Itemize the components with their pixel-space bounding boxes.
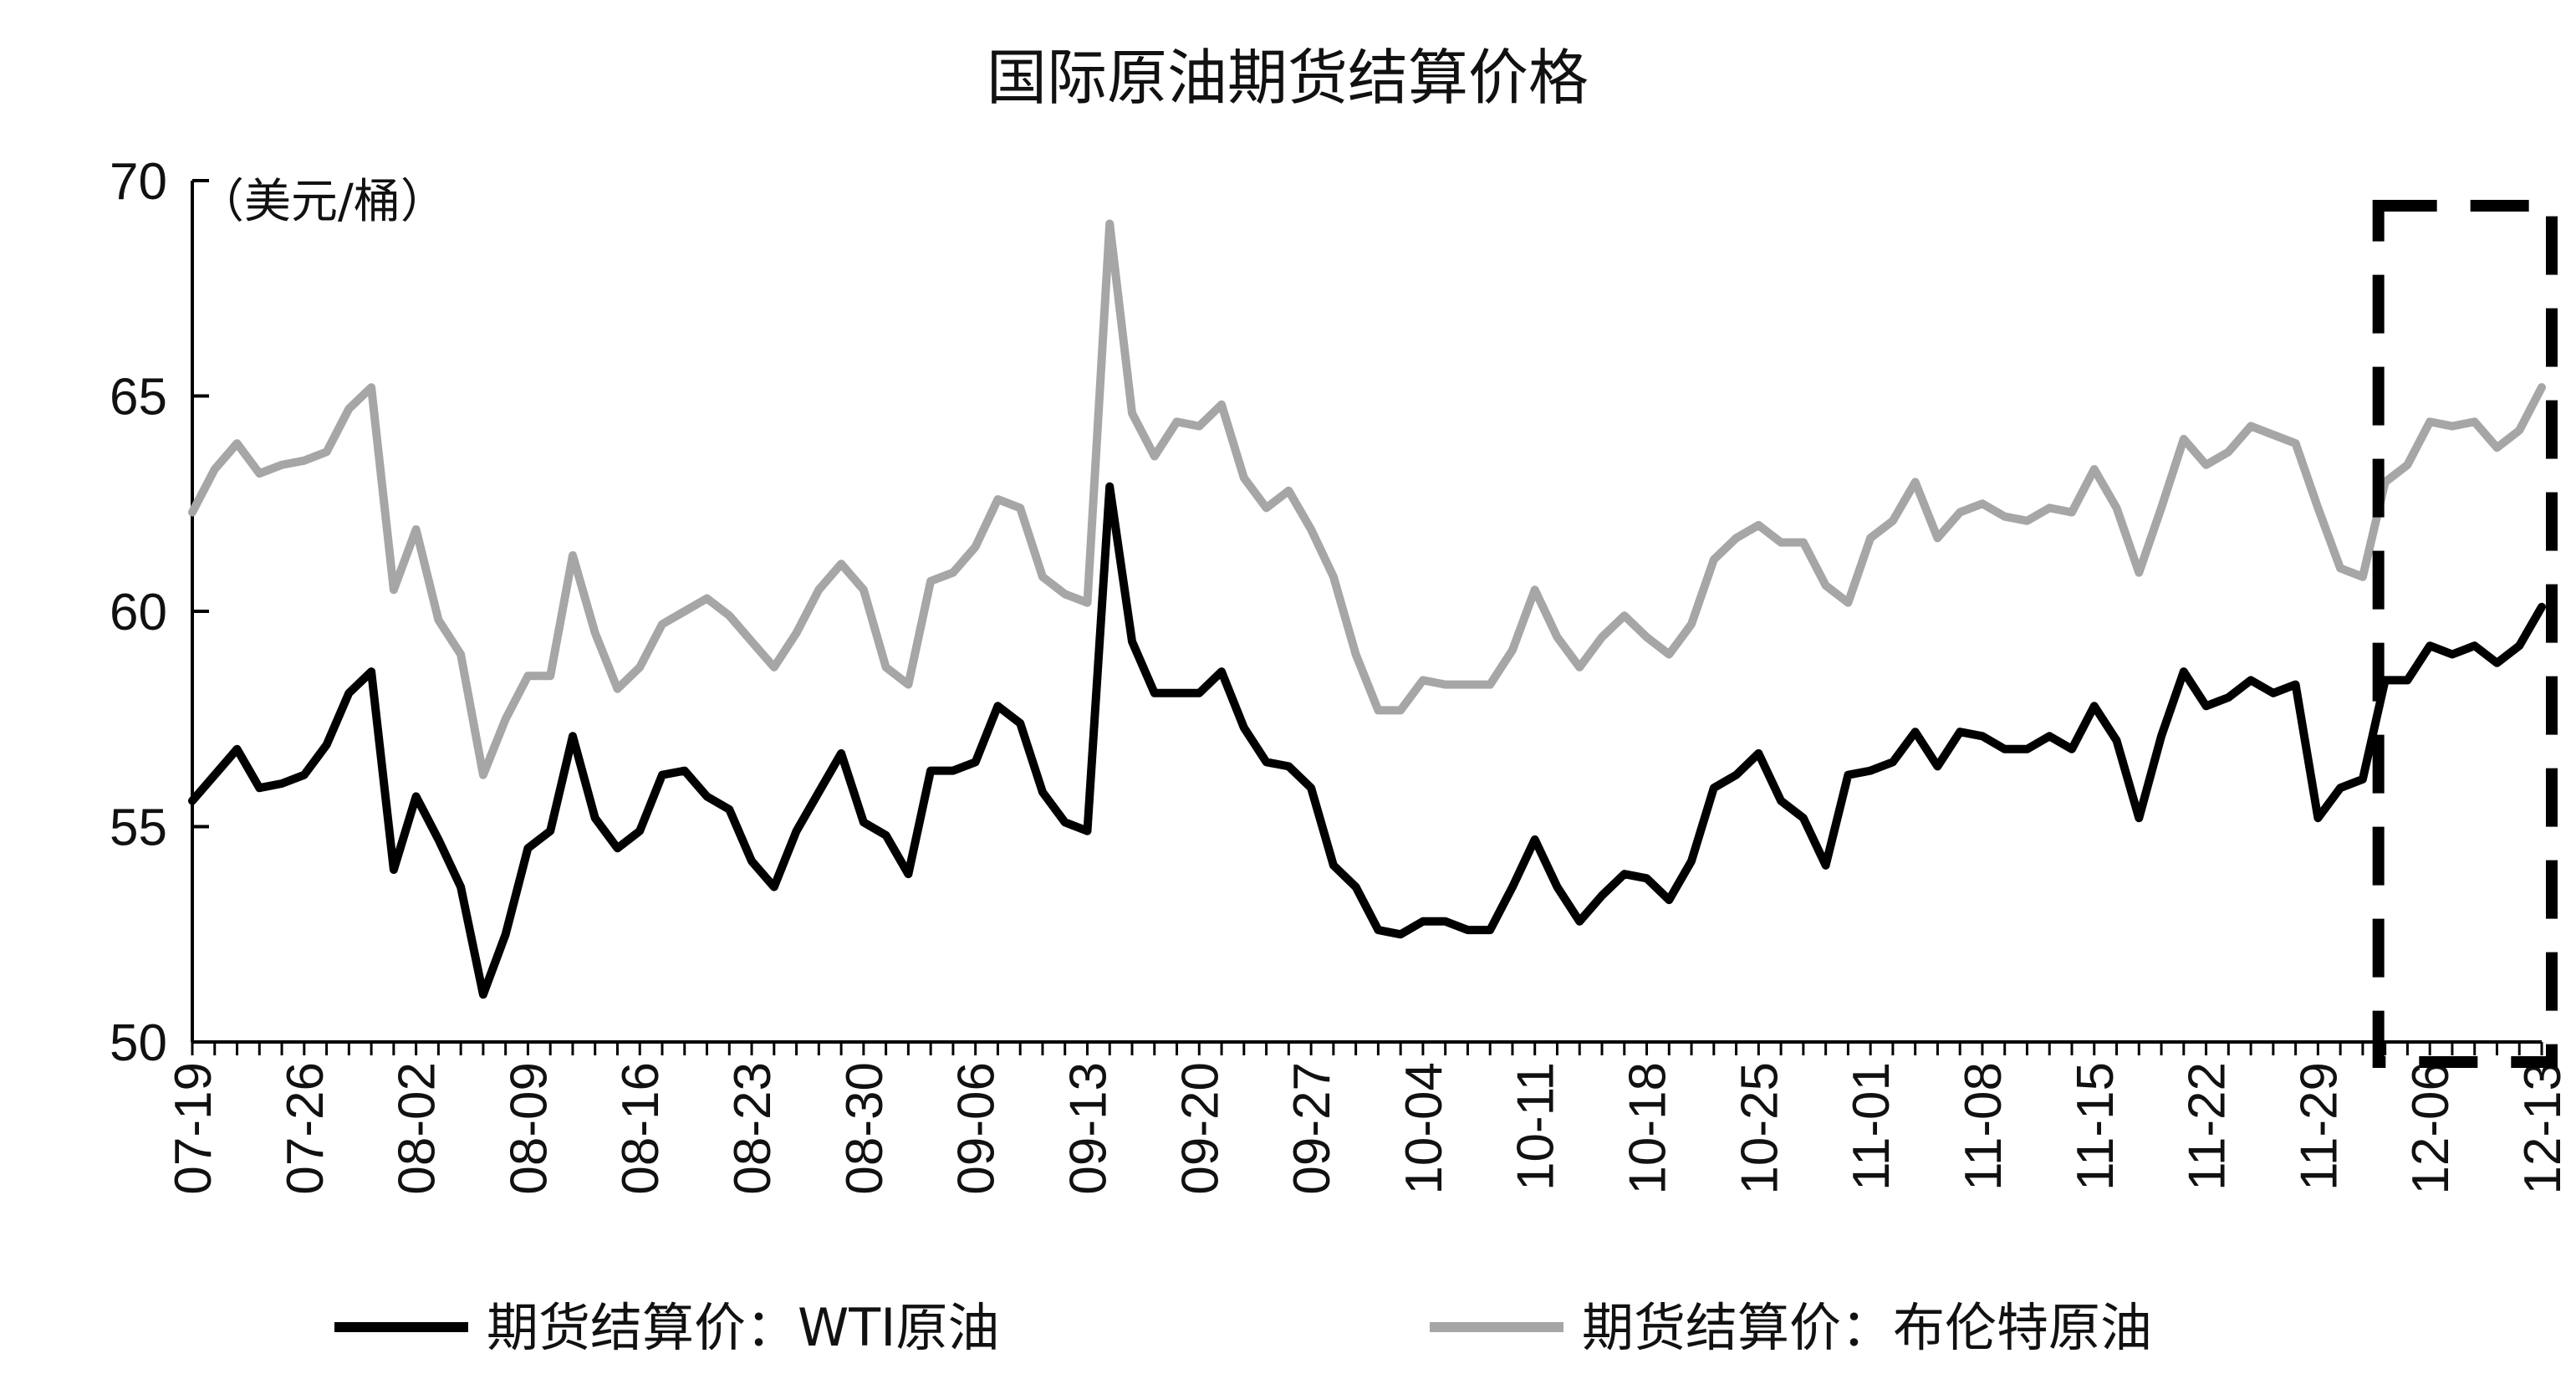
legend-item-brent: 期货结算价：布伦特原油: [1430, 1297, 2152, 1358]
x-tick-label: 11-01: [1843, 1062, 1900, 1191]
chart-title: 国际原油期货结算价格: [987, 43, 1589, 113]
series-line-wti: [188, 482, 2546, 999]
highlight-rect: [2372, 200, 2558, 1068]
legend-label: 期货结算价：WTI原油: [487, 1297, 999, 1358]
x-tick-label: 08-30: [836, 1062, 894, 1195]
x-tick-label: 11-15: [2067, 1062, 2125, 1191]
x-tick-label: 11-29: [2290, 1062, 2348, 1191]
y-tick-label: 55: [110, 799, 167, 857]
axes: 50 55 60 65 70 07-19 07-26 08-02 08-09 08-16 08-23…: [110, 153, 2572, 1195]
unit-label: （美元/桶）: [197, 175, 447, 229]
legend-item-wti: 期货结算价：WTI原油: [334, 1297, 999, 1358]
x-tick-label: 09-27: [1283, 1062, 1341, 1195]
x-tick-label: 08-09: [500, 1062, 558, 1195]
y-tick-label: 50: [110, 1014, 167, 1072]
y-tick-label: 70: [110, 153, 167, 211]
x-tick-label: 10-18: [1620, 1062, 1677, 1195]
x-tick-label: 12-13: [2514, 1062, 2572, 1195]
y-tick-label: 65: [110, 369, 167, 426]
y-tick-label: 60: [110, 584, 167, 641]
series-layer: [188, 219, 2546, 999]
legend: 期货结算价：WTI原油 期货结算价：布伦特原油: [334, 1297, 2152, 1358]
highlight-box: [2372, 200, 2558, 1068]
x-tick-label: 10-11: [1507, 1062, 1565, 1191]
x-tick-label: 10-25: [1731, 1062, 1788, 1195]
x-tick-label: 09-20: [1171, 1062, 1229, 1195]
x-tick-label: 09-06: [948, 1062, 1006, 1195]
legend-label: 期货结算价：布伦特原油: [1582, 1297, 2152, 1358]
x-tick-label: 07-26: [277, 1062, 334, 1195]
x-tick-label: 11-22: [2179, 1062, 2237, 1191]
series-line-brent: [188, 219, 2546, 779]
x-tick-label: 08-23: [724, 1062, 782, 1195]
x-tick-label: 12-06: [2402, 1062, 2460, 1195]
x-tick-label: 08-16: [612, 1062, 670, 1195]
x-tick-label: 07-19: [165, 1062, 222, 1195]
x-tick-label: 09-13: [1059, 1062, 1117, 1195]
x-tick-label: 08-02: [389, 1062, 446, 1195]
x-tick-label: 11-08: [1955, 1062, 2012, 1191]
x-tick-label: 10-04: [1395, 1062, 1453, 1195]
